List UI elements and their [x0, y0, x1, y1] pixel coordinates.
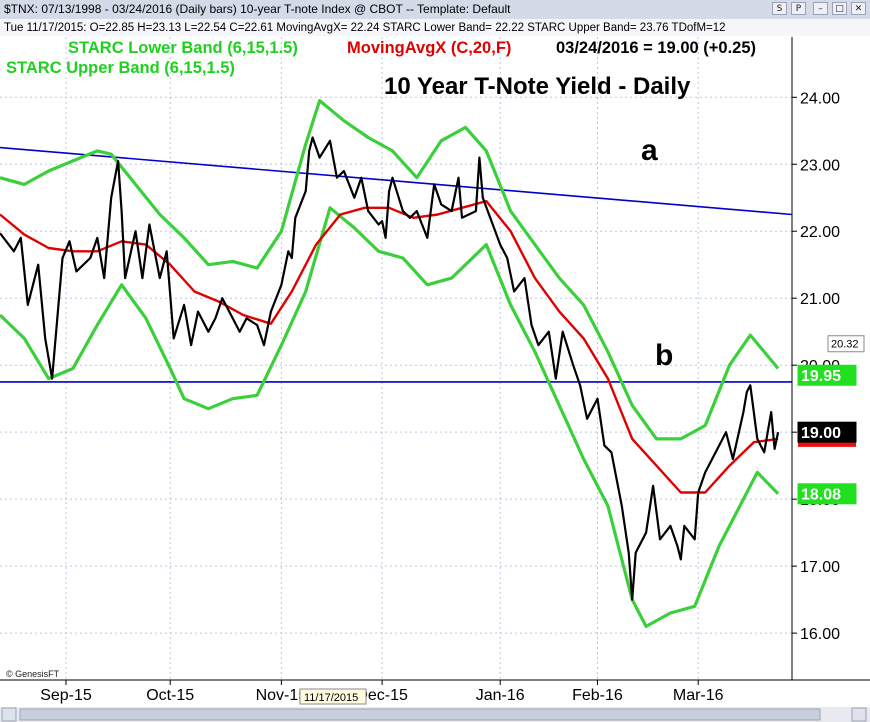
chart-title: 10 Year T-Note Yield - Daily: [384, 73, 691, 100]
close-icon[interactable]: ✕: [851, 2, 866, 15]
plot-background: [0, 37, 792, 680]
y-tick-label: 17.00: [800, 559, 840, 576]
y-tick-label: 22.00: [800, 224, 840, 241]
trendline-a: [0, 146, 793, 216]
minimize-icon[interactable]: –: [813, 2, 828, 15]
x-tick-label: Dec-15: [356, 687, 408, 704]
window-title: $TNX: 07/13/1998 - 03/24/2016 (Daily bar…: [4, 2, 511, 16]
price-badge-outline: [827, 335, 865, 353]
scrollbar-thumb[interactable]: [19, 708, 821, 721]
price-badge-label: 20.32: [831, 339, 859, 351]
price-badge-upper: [797, 364, 857, 386]
y-tick-label: 21.00: [800, 291, 840, 308]
legend-upper-band: STARC Upper Band (6,15,1.5): [6, 59, 235, 77]
starc-lower-band-line: [0, 206, 780, 629]
cursor-date-box: [299, 688, 367, 705]
y-tick-label: 23.00: [800, 157, 840, 174]
window-title-bar: [0, 0, 870, 19]
price-badge-price: [797, 421, 857, 443]
window-button-p[interactable]: P: [791, 2, 806, 15]
legend-lower-band: STARC Lower Band (6,15,1.5): [68, 39, 298, 57]
maximize-icon[interactable]: □: [832, 2, 847, 15]
moving-avg-line: [0, 199, 779, 494]
x-tick-label: Feb-16: [572, 687, 623, 704]
annotation-a: a: [641, 134, 658, 167]
cursor-date: 11/17/2015: [304, 692, 358, 704]
info-line: Tue 11/17/2015: O=22.85 H=23.13 L=22.54 …: [4, 22, 726, 34]
legend-moving-avg: MovingAvgX (C,20,F): [347, 39, 511, 57]
starc-upper-band-line: [0, 98, 780, 441]
scrollbar-right-arrow[interactable]: [851, 707, 867, 722]
watermark: © GenesisFT: [6, 669, 60, 679]
x-tick-label: Oct-15: [146, 687, 194, 704]
axes: 24.0023.0022.0021.0020.0019.0018.0017.00…: [0, 37, 870, 704]
annotation-b: b: [655, 339, 673, 372]
y-tick-label: 24.00: [800, 90, 840, 107]
legend-last-value: 03/24/2016 = 19.00 (+0.25): [556, 39, 756, 57]
price-badge-lower: [797, 483, 857, 505]
y-tick-label: 16.00: [800, 626, 840, 643]
scrollbar-left-arrow[interactable]: [1, 707, 17, 722]
x-tick-label: Mar-16: [673, 687, 724, 704]
price-line: [0, 136, 780, 601]
x-tick-label: Nov-15: [256, 687, 308, 704]
window-button-s[interactable]: S: [772, 2, 787, 15]
info-line-bg: [0, 19, 870, 36]
price-badge-label: 19.95: [801, 368, 841, 385]
price-badge-label: 18.08: [801, 487, 841, 504]
plot-area[interactable]: [0, 37, 793, 680]
price-badge-label: 19.00: [801, 425, 841, 442]
x-tick-label: Jan-16: [476, 687, 525, 704]
x-tick-label: Sep-15: [40, 687, 92, 704]
